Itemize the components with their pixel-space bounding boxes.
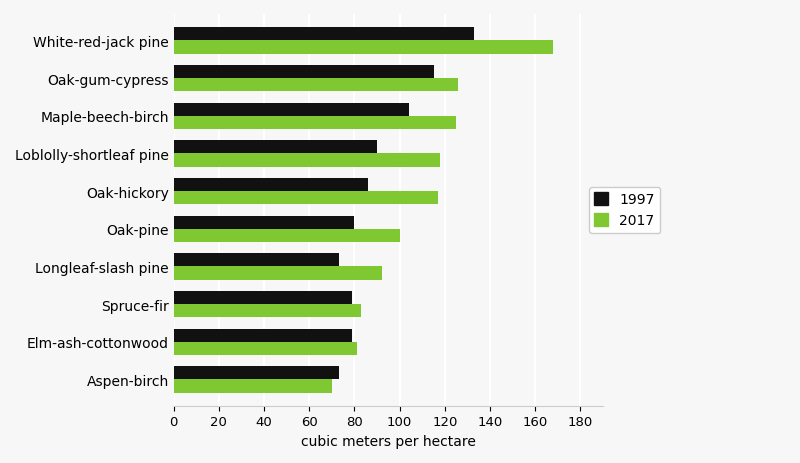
Bar: [174, 28, 474, 41]
Bar: [174, 117, 456, 130]
Bar: [174, 141, 377, 154]
Bar: [174, 267, 382, 280]
Bar: [174, 192, 438, 205]
Bar: [174, 254, 338, 267]
Bar: [174, 216, 354, 229]
Bar: [174, 329, 352, 342]
Legend: 1997, 2017: 1997, 2017: [589, 188, 660, 233]
Bar: [174, 380, 332, 393]
Bar: [174, 291, 352, 304]
Bar: [174, 342, 357, 355]
Bar: [174, 178, 368, 192]
Bar: [174, 366, 338, 380]
Bar: [174, 79, 458, 92]
X-axis label: cubic meters per hectare: cubic meters per hectare: [301, 434, 476, 448]
Bar: [174, 304, 362, 318]
Bar: [174, 154, 440, 167]
Bar: [174, 229, 400, 242]
Bar: [174, 41, 554, 55]
Bar: [174, 103, 409, 117]
Bar: [174, 66, 434, 79]
